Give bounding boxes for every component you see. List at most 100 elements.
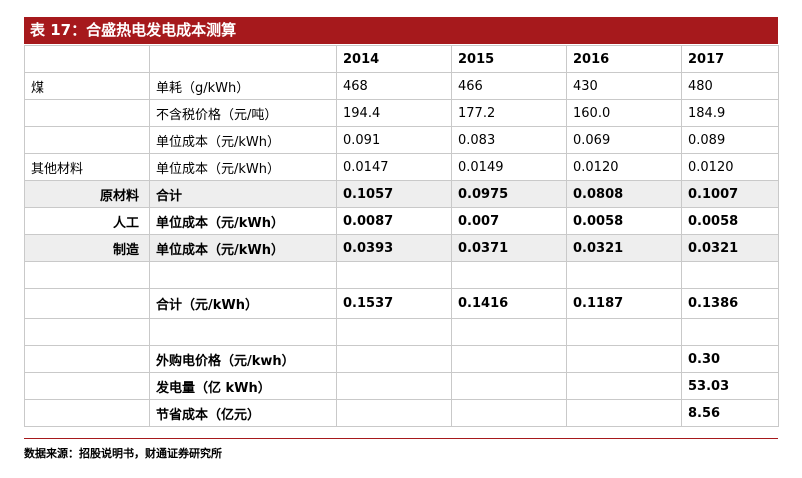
source-note: 数据来源：招股说明书，财通证券研究所 bbox=[24, 447, 222, 460]
table-row: 发电量（亿 kWh） 53.03 bbox=[24, 372, 779, 400]
row-item: 外购电价格（元/kwh） bbox=[149, 345, 337, 373]
row-item: 合计 bbox=[149, 180, 337, 208]
header-cell-2017: 2017 bbox=[681, 45, 779, 73]
header-cell-2014: 2014 bbox=[336, 45, 452, 73]
row-category: 其他材料 bbox=[24, 153, 150, 181]
row-value bbox=[336, 345, 452, 373]
row-item: 单位成本（元/kWh） bbox=[149, 126, 337, 154]
table-row bbox=[24, 261, 779, 289]
row-item: 单位成本（元/kWh） bbox=[149, 207, 337, 235]
row-value bbox=[566, 372, 682, 400]
row-value: 0.0147 bbox=[336, 153, 452, 181]
row-category: 原材料 bbox=[24, 180, 150, 208]
row-item: 单耗（g/kWh） bbox=[149, 72, 337, 100]
row-category bbox=[24, 288, 150, 319]
table-row: 煤 单耗（g/kWh） 468 466 430 480 bbox=[24, 72, 779, 100]
row-value bbox=[336, 372, 452, 400]
table-row: 原材料 合计 0.1057 0.0975 0.0808 0.1007 bbox=[24, 180, 779, 208]
row-value bbox=[336, 399, 452, 427]
row-value: 0.1057 bbox=[336, 180, 452, 208]
header-row: 2014 2015 2016 2017 bbox=[24, 45, 779, 73]
row-value: 0.0975 bbox=[451, 180, 567, 208]
cost-table: 2014 2015 2016 2017 煤 单耗（g/kWh） 468 466 … bbox=[24, 45, 779, 427]
row-value: 194.4 bbox=[336, 99, 452, 127]
row-category bbox=[24, 345, 150, 373]
row-value bbox=[566, 318, 682, 346]
row-value: 0.089 bbox=[681, 126, 779, 154]
row-value: 184.9 bbox=[681, 99, 779, 127]
row-item: 不含税价格（元/吨） bbox=[149, 99, 337, 127]
row-value: 468 bbox=[336, 72, 452, 100]
row-item: 发电量（亿 kWh） bbox=[149, 372, 337, 400]
row-category: 人工 bbox=[24, 207, 150, 235]
row-item: 合计（元/kWh） bbox=[149, 288, 337, 319]
row-value: 0.0058 bbox=[681, 207, 779, 235]
table-title: 表 17：合盛热电发电成本测算 bbox=[24, 17, 778, 44]
row-value bbox=[451, 345, 567, 373]
row-value: 0.1416 bbox=[451, 288, 567, 319]
header-cell-item bbox=[149, 45, 337, 73]
row-value: 0.0393 bbox=[336, 234, 452, 262]
table-row: 合计（元/kWh） 0.1537 0.1416 0.1187 0.1386 bbox=[24, 288, 779, 319]
row-value: 0.1187 bbox=[566, 288, 682, 319]
row-category bbox=[24, 372, 150, 400]
row-value: 0.1537 bbox=[336, 288, 452, 319]
row-value: 0.0087 bbox=[336, 207, 452, 235]
row-value bbox=[451, 372, 567, 400]
table-row: 节省成本（亿元） 8.56 bbox=[24, 399, 779, 427]
table-row: 单位成本（元/kWh） 0.091 0.083 0.069 0.089 bbox=[24, 126, 779, 154]
table-row: 人工 单位成本（元/kWh） 0.0087 0.007 0.0058 0.005… bbox=[24, 207, 779, 235]
header-cell-2015: 2015 bbox=[451, 45, 567, 73]
table-row: 不含税价格（元/吨） 194.4 177.2 160.0 184.9 bbox=[24, 99, 779, 127]
row-value bbox=[566, 399, 682, 427]
table-row: 制造 单位成本（元/kWh） 0.0393 0.0371 0.0321 0.03… bbox=[24, 234, 779, 262]
row-value: 0.083 bbox=[451, 126, 567, 154]
table-bottom-rule bbox=[24, 438, 778, 439]
row-value bbox=[336, 261, 452, 289]
row-category: 制造 bbox=[24, 234, 150, 262]
row-value: 0.0321 bbox=[681, 234, 779, 262]
row-category bbox=[24, 99, 150, 127]
row-category bbox=[24, 126, 150, 154]
row-value: 430 bbox=[566, 72, 682, 100]
row-value: 0.069 bbox=[566, 126, 682, 154]
row-category: 煤 bbox=[24, 72, 150, 100]
table-row: 外购电价格（元/kwh） 0.30 bbox=[24, 345, 779, 373]
row-value bbox=[566, 345, 682, 373]
row-value: 0.0058 bbox=[566, 207, 682, 235]
row-category bbox=[24, 261, 150, 289]
row-value: 0.0120 bbox=[566, 153, 682, 181]
row-value bbox=[681, 318, 779, 346]
row-value: 0.0371 bbox=[451, 234, 567, 262]
row-value: 0.0149 bbox=[451, 153, 567, 181]
row-value: 160.0 bbox=[566, 99, 682, 127]
table-row bbox=[24, 318, 779, 346]
row-value bbox=[451, 399, 567, 427]
row-value: 0.0808 bbox=[566, 180, 682, 208]
row-value: 466 bbox=[451, 72, 567, 100]
row-value: 0.1007 bbox=[681, 180, 779, 208]
row-value bbox=[681, 261, 779, 289]
row-value: 53.03 bbox=[681, 372, 779, 400]
row-item bbox=[149, 261, 337, 289]
header-cell-2016: 2016 bbox=[566, 45, 682, 73]
row-item: 节省成本（亿元） bbox=[149, 399, 337, 427]
row-value bbox=[566, 261, 682, 289]
row-item: 单位成本（元/kWh） bbox=[149, 234, 337, 262]
row-value: 480 bbox=[681, 72, 779, 100]
row-value: 0.0321 bbox=[566, 234, 682, 262]
row-value: 0.1386 bbox=[681, 288, 779, 319]
row-value: 177.2 bbox=[451, 99, 567, 127]
row-item bbox=[149, 318, 337, 346]
row-category bbox=[24, 399, 150, 427]
row-item: 单位成本（元/kWh） bbox=[149, 153, 337, 181]
header-cell-cat bbox=[24, 45, 150, 73]
row-value: 0.30 bbox=[681, 345, 779, 373]
row-value: 0.007 bbox=[451, 207, 567, 235]
row-value bbox=[451, 261, 567, 289]
row-value: 0.091 bbox=[336, 126, 452, 154]
row-category bbox=[24, 318, 150, 346]
row-value bbox=[451, 318, 567, 346]
row-value bbox=[336, 318, 452, 346]
row-value: 0.0120 bbox=[681, 153, 779, 181]
